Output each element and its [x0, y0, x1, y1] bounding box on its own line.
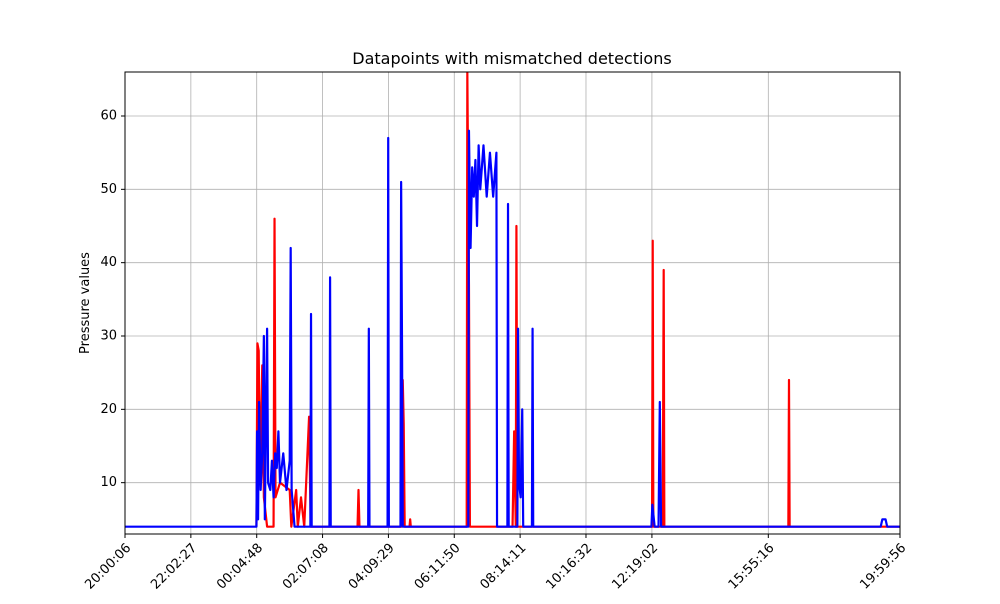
x-tick-label: 02:07:08: [280, 541, 332, 593]
y-tick-label: 10: [100, 475, 117, 490]
y-axis-label: Pressure values: [78, 252, 93, 354]
y-tick-label: 50: [100, 182, 117, 197]
x-tick-label: 12:19:02: [609, 541, 661, 593]
x-tick-label: 08:14:11: [478, 541, 530, 593]
plot-frame: [124, 71, 901, 535]
x-tick-label: 06:11:50: [412, 541, 464, 593]
y-tick-label: 40: [100, 255, 117, 270]
chart-title: Datapoints with mismatched detections: [352, 49, 671, 68]
x-tick-label: 22:02:27: [148, 541, 200, 593]
data-line: [125, 129, 900, 528]
x-tick-label: 04:09:29: [346, 541, 398, 593]
x-tick-label: 15:55:16: [726, 541, 778, 593]
y-tick-label: 60: [100, 109, 117, 124]
x-tick-label: 19:59:56: [857, 541, 909, 593]
x-tick-label: 00:04:48: [214, 541, 266, 593]
plot-area: [125, 72, 900, 528]
y-tick-label: 20: [100, 402, 117, 417]
data-line: [255, 72, 900, 528]
x-tick-label: 10:16:32: [543, 541, 595, 593]
x-tick-label: 20:00:06: [82, 541, 134, 593]
y-tick-label: 30: [100, 329, 117, 344]
